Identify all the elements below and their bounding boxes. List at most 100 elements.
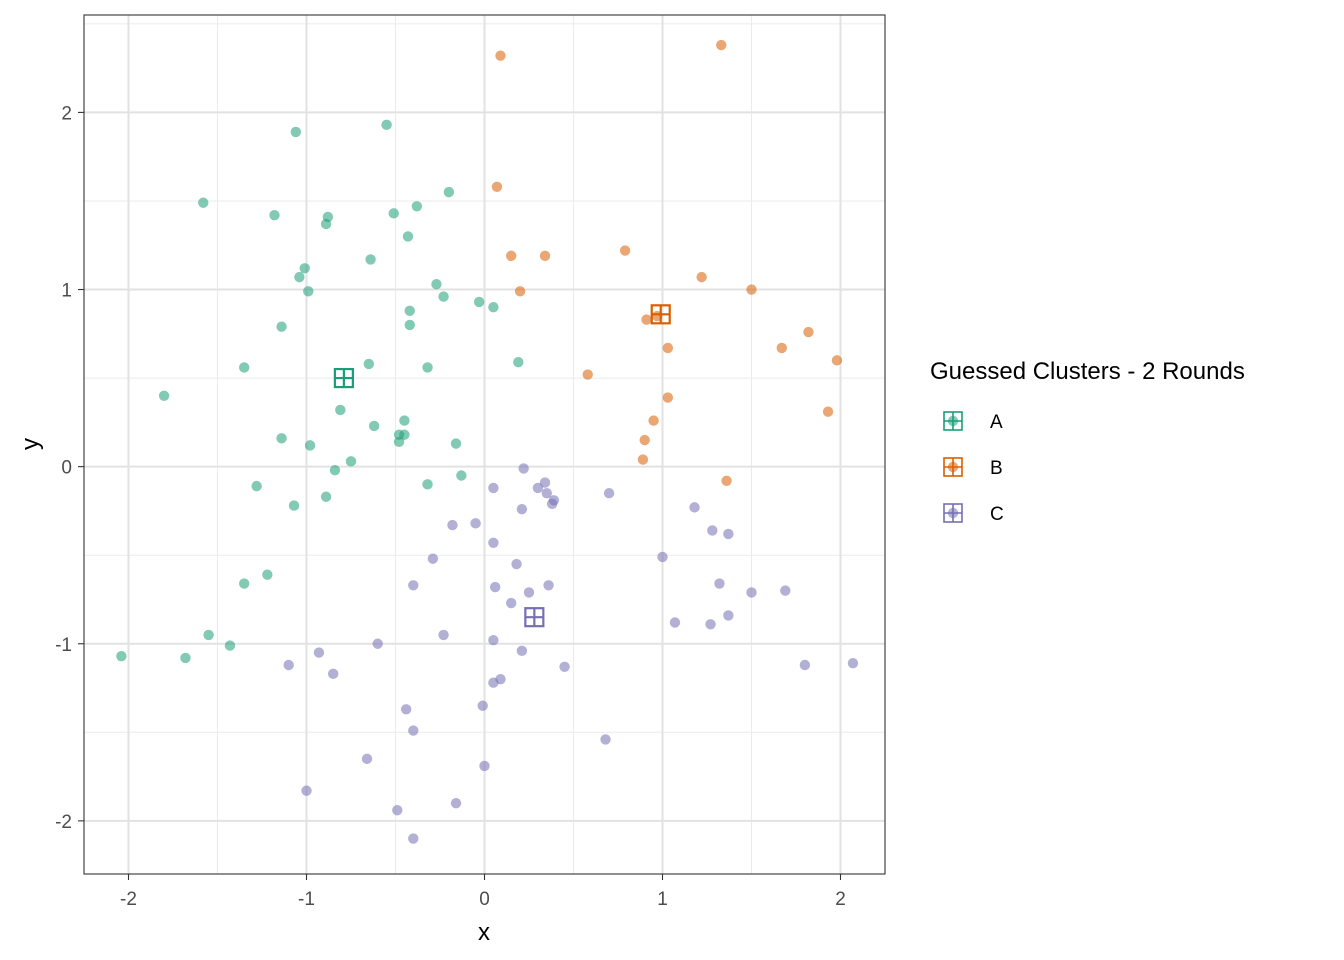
point-c bbox=[408, 580, 419, 591]
point-a bbox=[116, 650, 127, 662]
point-c bbox=[488, 482, 499, 494]
point-a bbox=[294, 271, 305, 283]
point-a bbox=[365, 254, 376, 265]
point-c bbox=[689, 502, 700, 513]
point-b bbox=[619, 245, 631, 256]
point-a bbox=[276, 321, 287, 332]
point-a bbox=[411, 201, 423, 212]
point-b bbox=[637, 454, 649, 465]
point-c bbox=[546, 498, 558, 510]
point-c bbox=[780, 585, 791, 596]
x-tick-label: 2 bbox=[835, 889, 846, 910]
x-tick-label: 0 bbox=[479, 889, 490, 910]
point-c bbox=[488, 635, 499, 646]
point-a bbox=[438, 291, 449, 302]
point-a bbox=[393, 436, 405, 448]
point-c bbox=[488, 537, 499, 548]
point-b bbox=[641, 314, 652, 325]
point-b bbox=[539, 250, 551, 262]
point-a bbox=[224, 640, 236, 651]
point-a bbox=[402, 231, 414, 242]
centroid-a bbox=[333, 367, 354, 389]
point-c bbox=[657, 551, 668, 563]
point-b bbox=[746, 284, 757, 295]
point-a bbox=[431, 279, 442, 290]
point-c bbox=[450, 797, 462, 809]
point-b bbox=[776, 342, 787, 354]
point-b bbox=[721, 475, 732, 487]
point-b bbox=[495, 50, 506, 61]
point-a bbox=[251, 480, 262, 492]
point-c bbox=[301, 785, 312, 796]
y-tick-label: 1 bbox=[61, 281, 72, 302]
point-c bbox=[479, 760, 490, 772]
point-a bbox=[269, 209, 280, 221]
point-c bbox=[283, 659, 294, 671]
legend-centroid-key bbox=[943, 411, 963, 431]
point-a bbox=[329, 464, 341, 476]
point-a bbox=[368, 420, 380, 432]
point-a bbox=[158, 390, 170, 401]
point-a bbox=[239, 362, 250, 373]
legend-item-a: A bbox=[943, 411, 1003, 433]
point-a bbox=[399, 429, 410, 440]
y-tick-label: 2 bbox=[61, 103, 72, 124]
point-a bbox=[299, 263, 310, 274]
point-a bbox=[320, 491, 332, 502]
point-c bbox=[541, 488, 552, 499]
y-axis-title: y bbox=[17, 438, 44, 450]
point-c bbox=[438, 629, 449, 641]
x-axis-title: x bbox=[478, 919, 490, 946]
point-a bbox=[381, 119, 392, 131]
point-b bbox=[822, 406, 834, 417]
point-c bbox=[518, 463, 529, 474]
point-a bbox=[488, 302, 499, 313]
point-a bbox=[198, 197, 209, 208]
point-c bbox=[707, 525, 718, 536]
point-c bbox=[511, 558, 522, 570]
legend-title: Guessed Clusters - 2 Rounds bbox=[930, 358, 1245, 385]
point-c bbox=[470, 518, 481, 529]
point-a bbox=[180, 652, 191, 664]
point-c bbox=[705, 619, 716, 630]
point-b bbox=[662, 392, 674, 403]
point-c bbox=[408, 725, 419, 736]
centroid-markers bbox=[333, 304, 671, 628]
point-a bbox=[473, 296, 485, 308]
point-c bbox=[506, 597, 517, 609]
legend-centroid-key bbox=[943, 503, 963, 523]
point-a bbox=[443, 186, 455, 198]
point-a bbox=[320, 218, 332, 230]
point-c bbox=[714, 578, 725, 589]
point-c bbox=[523, 587, 535, 598]
point-a bbox=[513, 356, 524, 368]
point-c bbox=[427, 553, 439, 564]
point-a bbox=[422, 362, 433, 373]
y-axis: -2 -1 0 1 2 bbox=[55, 103, 84, 833]
point-c bbox=[400, 704, 412, 715]
point-a bbox=[303, 286, 314, 297]
point-b bbox=[648, 415, 659, 426]
legend-label: A bbox=[990, 412, 1003, 433]
point-c bbox=[723, 528, 734, 540]
point-c bbox=[532, 482, 544, 494]
point-a bbox=[450, 438, 462, 449]
point-c bbox=[361, 753, 373, 765]
point-c bbox=[603, 488, 615, 499]
point-a bbox=[456, 470, 467, 481]
point-c bbox=[372, 638, 383, 649]
point-a bbox=[363, 358, 374, 370]
point-a bbox=[335, 404, 346, 416]
x-tick-label: -1 bbox=[298, 889, 315, 910]
point-c bbox=[488, 677, 499, 688]
point-c bbox=[516, 503, 528, 515]
point-a bbox=[345, 456, 357, 467]
point-a bbox=[304, 440, 316, 451]
point-c bbox=[539, 477, 551, 488]
point-c bbox=[392, 805, 403, 816]
y-tick-label: -1 bbox=[55, 635, 72, 656]
point-a bbox=[239, 578, 250, 589]
point-b bbox=[506, 250, 517, 262]
point-a bbox=[276, 433, 287, 444]
point-b bbox=[491, 181, 503, 192]
